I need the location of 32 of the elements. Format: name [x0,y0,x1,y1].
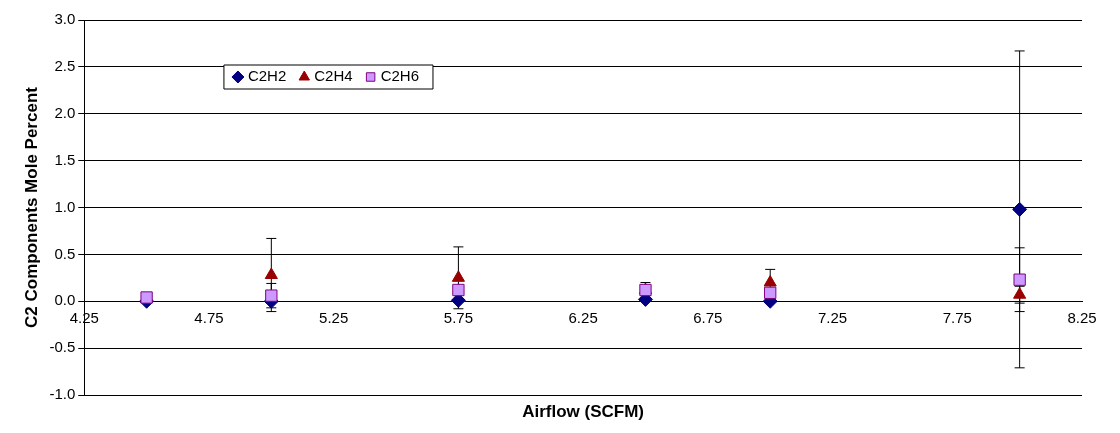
point [1013,287,1027,299]
point [451,270,465,282]
y-tick-label: 3.0 [54,10,76,28]
y-tick-label: 0.5 [54,244,76,262]
y-tick-label: 1.0 [54,197,76,215]
point [1013,273,1026,286]
x-tick-label: 4.75 [194,309,224,327]
y-tick-label: -0.5 [49,338,76,356]
y-axis-title: C2 Components Mole Percent [21,86,41,328]
x-tick-label: 7.25 [817,309,848,327]
legend-label: C2H6 [380,67,419,85]
x-tick-label: 8.25 [1067,309,1097,327]
point [140,291,153,304]
point [763,275,777,287]
x-tick-label: 6.75 [693,309,723,327]
legend-label: C2H4 [314,67,353,85]
legend-label: C2H2 [247,67,287,85]
y-tick-label: 1.5 [54,150,76,168]
y-tick-label: -1.0 [49,385,76,403]
point [764,286,777,299]
x-tick-label: 5.25 [319,309,349,327]
y-tick-label: 0.0 [54,291,76,309]
x-tick-label: 5.75 [443,309,474,327]
x-tick-label: 7.75 [942,309,972,327]
x-axis-title: Airflow (SCFM) [522,402,645,422]
point [452,283,465,297]
point [1012,201,1028,217]
y-tick-label: 2.5 [54,57,76,75]
y-tick-label: 2.0 [54,103,76,121]
x-tick-label: 6.25 [568,309,598,327]
point [265,289,278,302]
point [264,267,278,279]
